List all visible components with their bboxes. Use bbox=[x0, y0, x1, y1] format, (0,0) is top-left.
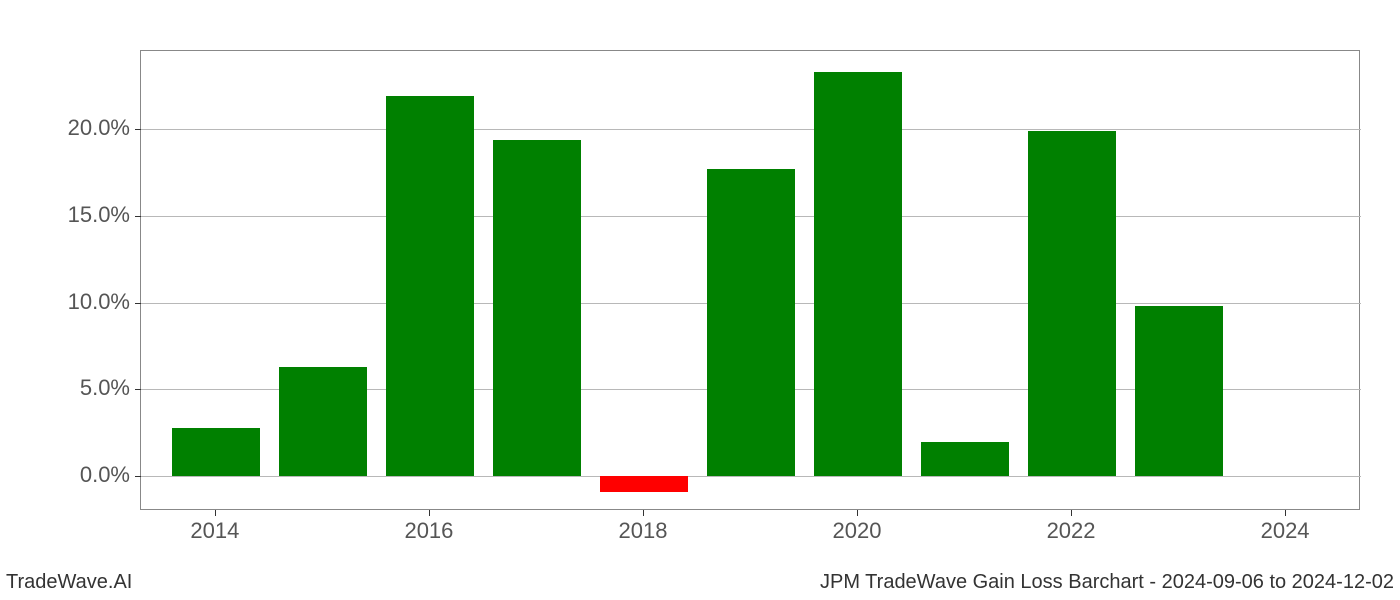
gridline bbox=[141, 476, 1361, 477]
ytick-label: 10.0% bbox=[10, 289, 130, 315]
xtick-mark bbox=[643, 510, 644, 516]
bar-2022 bbox=[1028, 131, 1116, 476]
bar-2021 bbox=[921, 442, 1009, 477]
ytick-mark bbox=[135, 476, 141, 477]
xtick-mark bbox=[429, 510, 430, 516]
bar-2014 bbox=[172, 428, 260, 477]
footer-brand: TradeWave.AI bbox=[6, 571, 132, 594]
bar-2016 bbox=[386, 96, 474, 476]
ytick-label: 20.0% bbox=[10, 115, 130, 141]
bar-2020 bbox=[814, 72, 902, 476]
bar-2017 bbox=[493, 140, 581, 477]
xtick-mark bbox=[857, 510, 858, 516]
xtick-mark bbox=[1285, 510, 1286, 516]
gain-loss-barchart: 0.0%5.0%10.0%15.0%20.0% 2014201620182020… bbox=[140, 50, 1360, 510]
xtick-label: 2024 bbox=[1261, 518, 1310, 544]
xtick-label: 2014 bbox=[190, 518, 239, 544]
xtick-mark bbox=[215, 510, 216, 516]
plot-area bbox=[140, 50, 1360, 510]
ytick-mark bbox=[135, 216, 141, 217]
ytick-label: 15.0% bbox=[10, 202, 130, 228]
footer-caption: JPM TradeWave Gain Loss Barchart - 2024-… bbox=[820, 571, 1394, 594]
xtick-label: 2022 bbox=[1047, 518, 1096, 544]
ytick-mark bbox=[135, 303, 141, 304]
bar-2018 bbox=[600, 476, 688, 492]
xtick-mark bbox=[1071, 510, 1072, 516]
xtick-label: 2016 bbox=[404, 518, 453, 544]
gridline bbox=[141, 129, 1361, 130]
ytick-label: 5.0% bbox=[10, 375, 130, 401]
bar-2015 bbox=[279, 367, 367, 476]
ytick-mark bbox=[135, 389, 141, 390]
bar-2019 bbox=[707, 169, 795, 476]
bar-2023 bbox=[1135, 306, 1223, 476]
ytick-mark bbox=[135, 129, 141, 130]
ytick-label: 0.0% bbox=[10, 462, 130, 488]
xtick-label: 2018 bbox=[618, 518, 667, 544]
xtick-label: 2020 bbox=[833, 518, 882, 544]
